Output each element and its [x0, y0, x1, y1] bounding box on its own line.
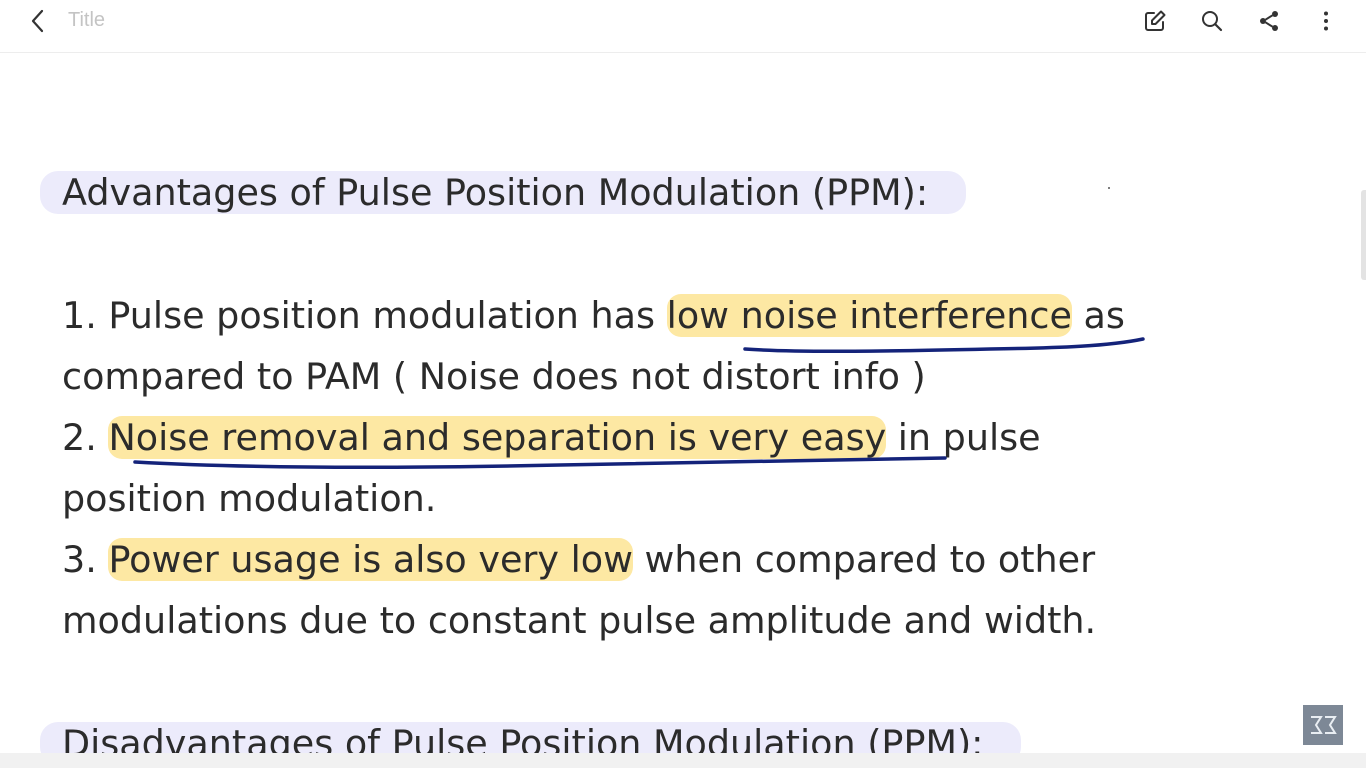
top-toolbar: Title [0, 0, 1366, 53]
more-button[interactable] [1310, 8, 1342, 34]
logo-mark-icon [1311, 716, 1337, 734]
point-2: 2. Noise removal and separation is very … [62, 416, 1041, 459]
highlighted-phrase: low noise interference [666, 294, 1072, 337]
heading-advantages: Advantages of Pulse Position Modulation … [40, 168, 967, 218]
point-number: 2. [62, 416, 97, 459]
back-button[interactable] [26, 8, 50, 34]
share-button[interactable] [1253, 8, 1285, 34]
heading-highlight: Advantages of Pulse Position Modulation … [40, 171, 967, 214]
scroll-handle[interactable] [1361, 190, 1366, 280]
search-button[interactable] [1196, 8, 1228, 34]
point-2-continuation: position modulation. [62, 477, 437, 520]
point-3-continuation: modulations due to constant pulse amplit… [62, 599, 1097, 642]
edit-button[interactable] [1139, 8, 1171, 34]
edit-icon [1145, 10, 1166, 31]
chevron-left-icon [31, 9, 44, 33]
highlighted-phrase: Power usage is also very low [108, 538, 633, 581]
bottom-strip [0, 753, 1366, 768]
pen-underline-2 [133, 456, 947, 470]
point-3: 3. Power usage is also very low when com… [62, 538, 1096, 581]
more-vertical-icon [1324, 11, 1328, 31]
pen-annotations [133, 337, 1145, 470]
point-number: 1. [62, 294, 97, 337]
highlighted-phrase: Noise removal and separation is very eas… [108, 416, 887, 459]
note-title-field[interactable]: Title [68, 9, 106, 31]
channel-logo [1303, 705, 1343, 745]
point-number: 3. [62, 538, 97, 581]
pen-underline-1 [743, 337, 1145, 354]
toolbar-actions [1139, 8, 1342, 34]
point-1: 1. Pulse position modulation has low noi… [62, 294, 1125, 337]
point-1-continuation: compared to PAM ( Noise does not distort… [62, 355, 926, 398]
search-icon [1202, 11, 1223, 32]
stray-pen-dot [1108, 187, 1110, 189]
share-icon [1260, 11, 1278, 31]
note-canvas[interactable]: Advantages of Pulse Position Modulation … [0, 53, 1366, 768]
